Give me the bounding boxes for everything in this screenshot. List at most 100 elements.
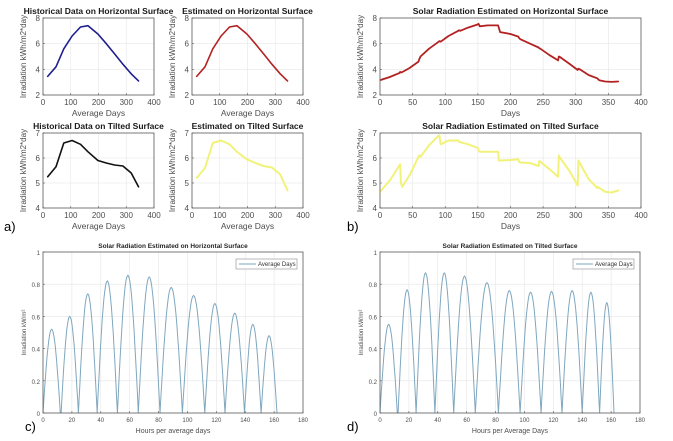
chart-title: Solar Radiation Estimated on Tilted Surf… [422,121,599,131]
x-tick-label: 300 [269,211,283,220]
y-axis-label: Irradiation kW/m² [22,310,28,356]
x-tick-label: 80 [492,418,499,424]
x-tick-label: 400 [634,211,648,220]
y-tick-label: 1 [37,251,41,257]
x-tick-label: 0 [190,211,195,220]
series-line-a1-0 [46,24,140,82]
x-tick-label: 0 [378,418,382,424]
x-tick-label: 300 [120,98,134,107]
y-tick-label: 7 [185,129,190,138]
y-axis-label: Irradiation kWh/m2*day [19,129,28,212]
series-line-b1-0 [380,22,620,83]
y-axis-label: Irradiation kWh/m2*day [168,15,177,98]
series-line-a2-0 [195,24,289,82]
x-tick-label: 150 [471,211,485,220]
series-line-a4-0 [195,139,289,192]
x-axis-label: Average Days [72,221,125,231]
x-tick-label: 160 [606,418,617,424]
x-axis-label: Hours per Average Days [472,428,549,435]
y-tick-label: 0.4 [369,348,378,354]
x-tick-label: 200 [504,98,518,107]
x-tick-label: 140 [240,418,251,424]
plot-area [43,252,303,413]
x-tick-label: 100 [439,98,453,107]
x-tick-label: 100 [64,211,78,220]
x-tick-label: 50 [408,98,417,107]
y-tick-label: 0.6 [369,315,378,321]
x-tick-label: 0 [41,98,46,107]
x-tick-label: 200 [241,98,255,107]
x-tick-label: 300 [569,98,583,107]
panel-label-a: a) [4,219,16,234]
y-tick-label: 1 [374,251,378,257]
x-tick-label: 20 [69,418,76,424]
x-tick-label: 350 [602,98,616,107]
x-tick-label: 150 [471,98,485,107]
x-tick-label: 250 [536,98,550,107]
x-tick-label: 40 [434,418,441,424]
x-tick-label: 200 [504,211,518,220]
y-tick-label: 6 [373,154,378,163]
panel-label-b: b) [347,219,359,234]
y-tick-label: 5 [373,179,378,188]
x-tick-label: 120 [211,418,222,424]
x-tick-label: 0 [41,418,45,424]
panel-label-c: c) [25,419,36,434]
y-tick-label: 4 [36,65,41,74]
y-axis-label: Irradiation kW/m² [359,310,365,356]
series-line-b2-0 [380,134,620,194]
x-tick-label: 100 [213,211,227,220]
x-tick-label: 100 [439,211,453,220]
y-tick-label: 6 [36,40,41,49]
legend: Average Days [572,258,635,270]
x-axis-label: Average Days [72,108,125,118]
y-axis-label: Irradiation kWh/m2*day [168,129,177,212]
x-tick-label: 200 [92,98,106,107]
legend-box [235,258,298,270]
chart-b2: 0 50 100 150 200 250 300 350 400 4 5 6 7 Solar Radiat… [356,121,648,231]
y-tick-label: 5 [185,179,190,188]
x-tick-label: 100 [182,418,193,424]
x-tick-label: 200 [92,211,106,220]
y-tick-label: 4 [185,65,190,74]
legend-entry: Average Days [258,262,296,268]
y-tick-label: 0.2 [32,380,41,386]
legend: Average Days [235,258,298,270]
chart-b1: 0 50 100 150 200 250 300 350 400 2 4 6 8 Solar Radiat… [356,6,648,118]
y-tick-label: 0.6 [32,315,41,321]
y-tick-label: 8 [373,14,378,23]
x-axis-label: Days [501,108,520,118]
x-tick-label: 20 [406,418,413,424]
y-tick-label: 0.8 [369,283,378,289]
y-tick-label: 6 [185,40,190,49]
x-tick-label: 160 [269,418,280,424]
y-tick-label: 0 [374,412,378,418]
y-tick-label: 8 [185,14,190,23]
y-tick-label: 4 [373,204,378,213]
y-tick-label: 5 [36,179,41,188]
y-axis-label: Irradiation kWh/m2*day [356,129,365,212]
x-tick-label: 400 [147,98,161,107]
x-tick-label: 400 [296,211,310,220]
axes-frame [379,251,641,414]
chart-title: Solar Radiation Estimated on Horizontal … [413,6,609,16]
x-tick-label: 100 [213,98,227,107]
x-tick-label: 200 [241,211,255,220]
chart-title: Historical Data on Tilted Surface [33,121,164,131]
x-tick-label: 180 [298,418,309,424]
chart-title: Historical Data on Horizontal Surface [24,6,174,16]
x-axis-label: Average Days [221,221,274,231]
y-axis-label: Irradiation kWh/m2*day [356,15,365,98]
chart-d: 0 20 40 60 80 100 120 140 160 180 0 0.2 0.4 0.6 0.8 1 So… [359,243,646,435]
legend-box [572,258,635,270]
panel-label-d: d) [347,419,359,434]
y-tick-label: 4 [373,65,378,74]
y-tick-label: 0.2 [369,380,378,386]
x-tick-label: 0 [190,98,195,107]
x-tick-label: 250 [536,211,550,220]
x-tick-label: 80 [155,418,162,424]
